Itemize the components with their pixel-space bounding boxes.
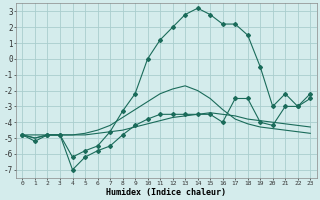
X-axis label: Humidex (Indice chaleur): Humidex (Indice chaleur) [106,188,226,197]
